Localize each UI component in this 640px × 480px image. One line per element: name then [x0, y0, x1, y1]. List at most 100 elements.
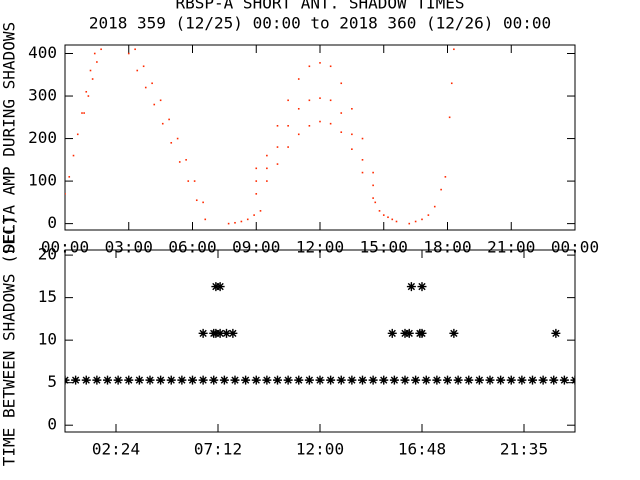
y-tick-label: 20 — [38, 245, 57, 264]
point — [65, 193, 66, 195]
point — [246, 218, 249, 221]
point — [506, 375, 516, 385]
point — [361, 137, 364, 140]
x-tick-label: 03:00 — [105, 238, 153, 257]
point — [81, 112, 83, 114]
x-tick-label: 02:24 — [92, 440, 140, 459]
point — [178, 161, 181, 163]
point — [308, 65, 311, 68]
point — [240, 220, 243, 223]
y-tick-label: 0 — [47, 415, 57, 434]
point — [297, 107, 300, 110]
point — [83, 112, 85, 114]
point — [528, 375, 537, 385]
point — [406, 282, 416, 292]
point — [308, 99, 311, 102]
point — [287, 146, 289, 148]
point — [400, 375, 410, 385]
point — [304, 375, 314, 385]
point — [93, 52, 96, 55]
point — [176, 137, 179, 140]
point — [351, 133, 353, 136]
point — [273, 375, 282, 385]
point — [81, 375, 91, 385]
point — [448, 116, 451, 119]
x-tick-label: 12:00 — [296, 440, 344, 459]
point — [76, 133, 79, 136]
y-axis-label: TIME BETWEEN SHADOWS (SEC) — [0, 216, 19, 466]
point — [127, 52, 130, 55]
point — [113, 375, 123, 385]
point — [404, 328, 414, 338]
y-tick-label: 100 — [28, 171, 57, 190]
point — [351, 107, 353, 110]
point — [329, 122, 332, 125]
chart-subtitle: 2018 359 (12/25) 00:00 to 2018 360 (12/2… — [89, 14, 551, 33]
point — [170, 142, 173, 144]
point — [202, 201, 204, 204]
y-tick-label: 15 — [38, 287, 57, 306]
point — [222, 328, 231, 338]
point — [276, 163, 279, 165]
x-tick-label: 18:00 — [423, 238, 471, 257]
point — [185, 159, 187, 161]
point — [372, 197, 374, 199]
point — [496, 375, 506, 385]
point — [287, 99, 289, 102]
point — [319, 62, 321, 64]
point — [389, 375, 399, 385]
point — [187, 180, 190, 182]
point — [283, 375, 293, 385]
point — [253, 214, 255, 216]
point — [134, 48, 136, 51]
plot-area: 02:24 07:12 12:00 16:48 21:35 0 5 10 15 20 TIME BE… — [0, 216, 576, 466]
point — [266, 154, 268, 157]
point — [266, 167, 268, 170]
point — [387, 216, 389, 219]
point — [340, 112, 343, 114]
point — [326, 375, 336, 385]
plot-area: 00:00 03:00 06:00 09:00 12:00 15:00 18:00 21:00… — [0, 22, 599, 257]
point — [485, 375, 495, 385]
point — [294, 375, 304, 385]
point — [551, 328, 561, 338]
point — [166, 375, 176, 385]
point — [358, 375, 367, 385]
point — [255, 167, 258, 170]
point — [227, 222, 230, 225]
point — [92, 375, 102, 385]
point — [89, 69, 92, 72]
point — [378, 210, 381, 212]
point — [421, 218, 423, 221]
point — [91, 78, 94, 80]
point — [276, 146, 279, 148]
point — [421, 375, 431, 385]
point — [215, 282, 225, 292]
x-tick-label: 12:00 — [296, 238, 344, 257]
point — [427, 214, 430, 216]
point — [517, 375, 527, 385]
y-tick-label: 10 — [38, 330, 57, 349]
point — [193, 180, 196, 182]
point — [315, 375, 325, 385]
point — [368, 375, 378, 385]
points — [65, 282, 575, 385]
point — [234, 221, 236, 224]
point — [228, 328, 238, 338]
point — [144, 86, 147, 89]
point — [408, 222, 411, 225]
point — [251, 375, 261, 385]
y-tick-label: 300 — [28, 86, 57, 105]
point — [417, 328, 427, 338]
point — [96, 61, 98, 63]
point — [453, 48, 455, 51]
point — [215, 328, 225, 338]
point — [559, 375, 569, 385]
y-tick-label: 200 — [28, 128, 57, 147]
point — [538, 375, 548, 385]
point — [443, 375, 452, 385]
point — [387, 328, 397, 338]
x-tick-label: 00:00 — [41, 238, 89, 257]
x-tick-label: 21:00 — [487, 238, 535, 257]
point — [336, 375, 346, 385]
